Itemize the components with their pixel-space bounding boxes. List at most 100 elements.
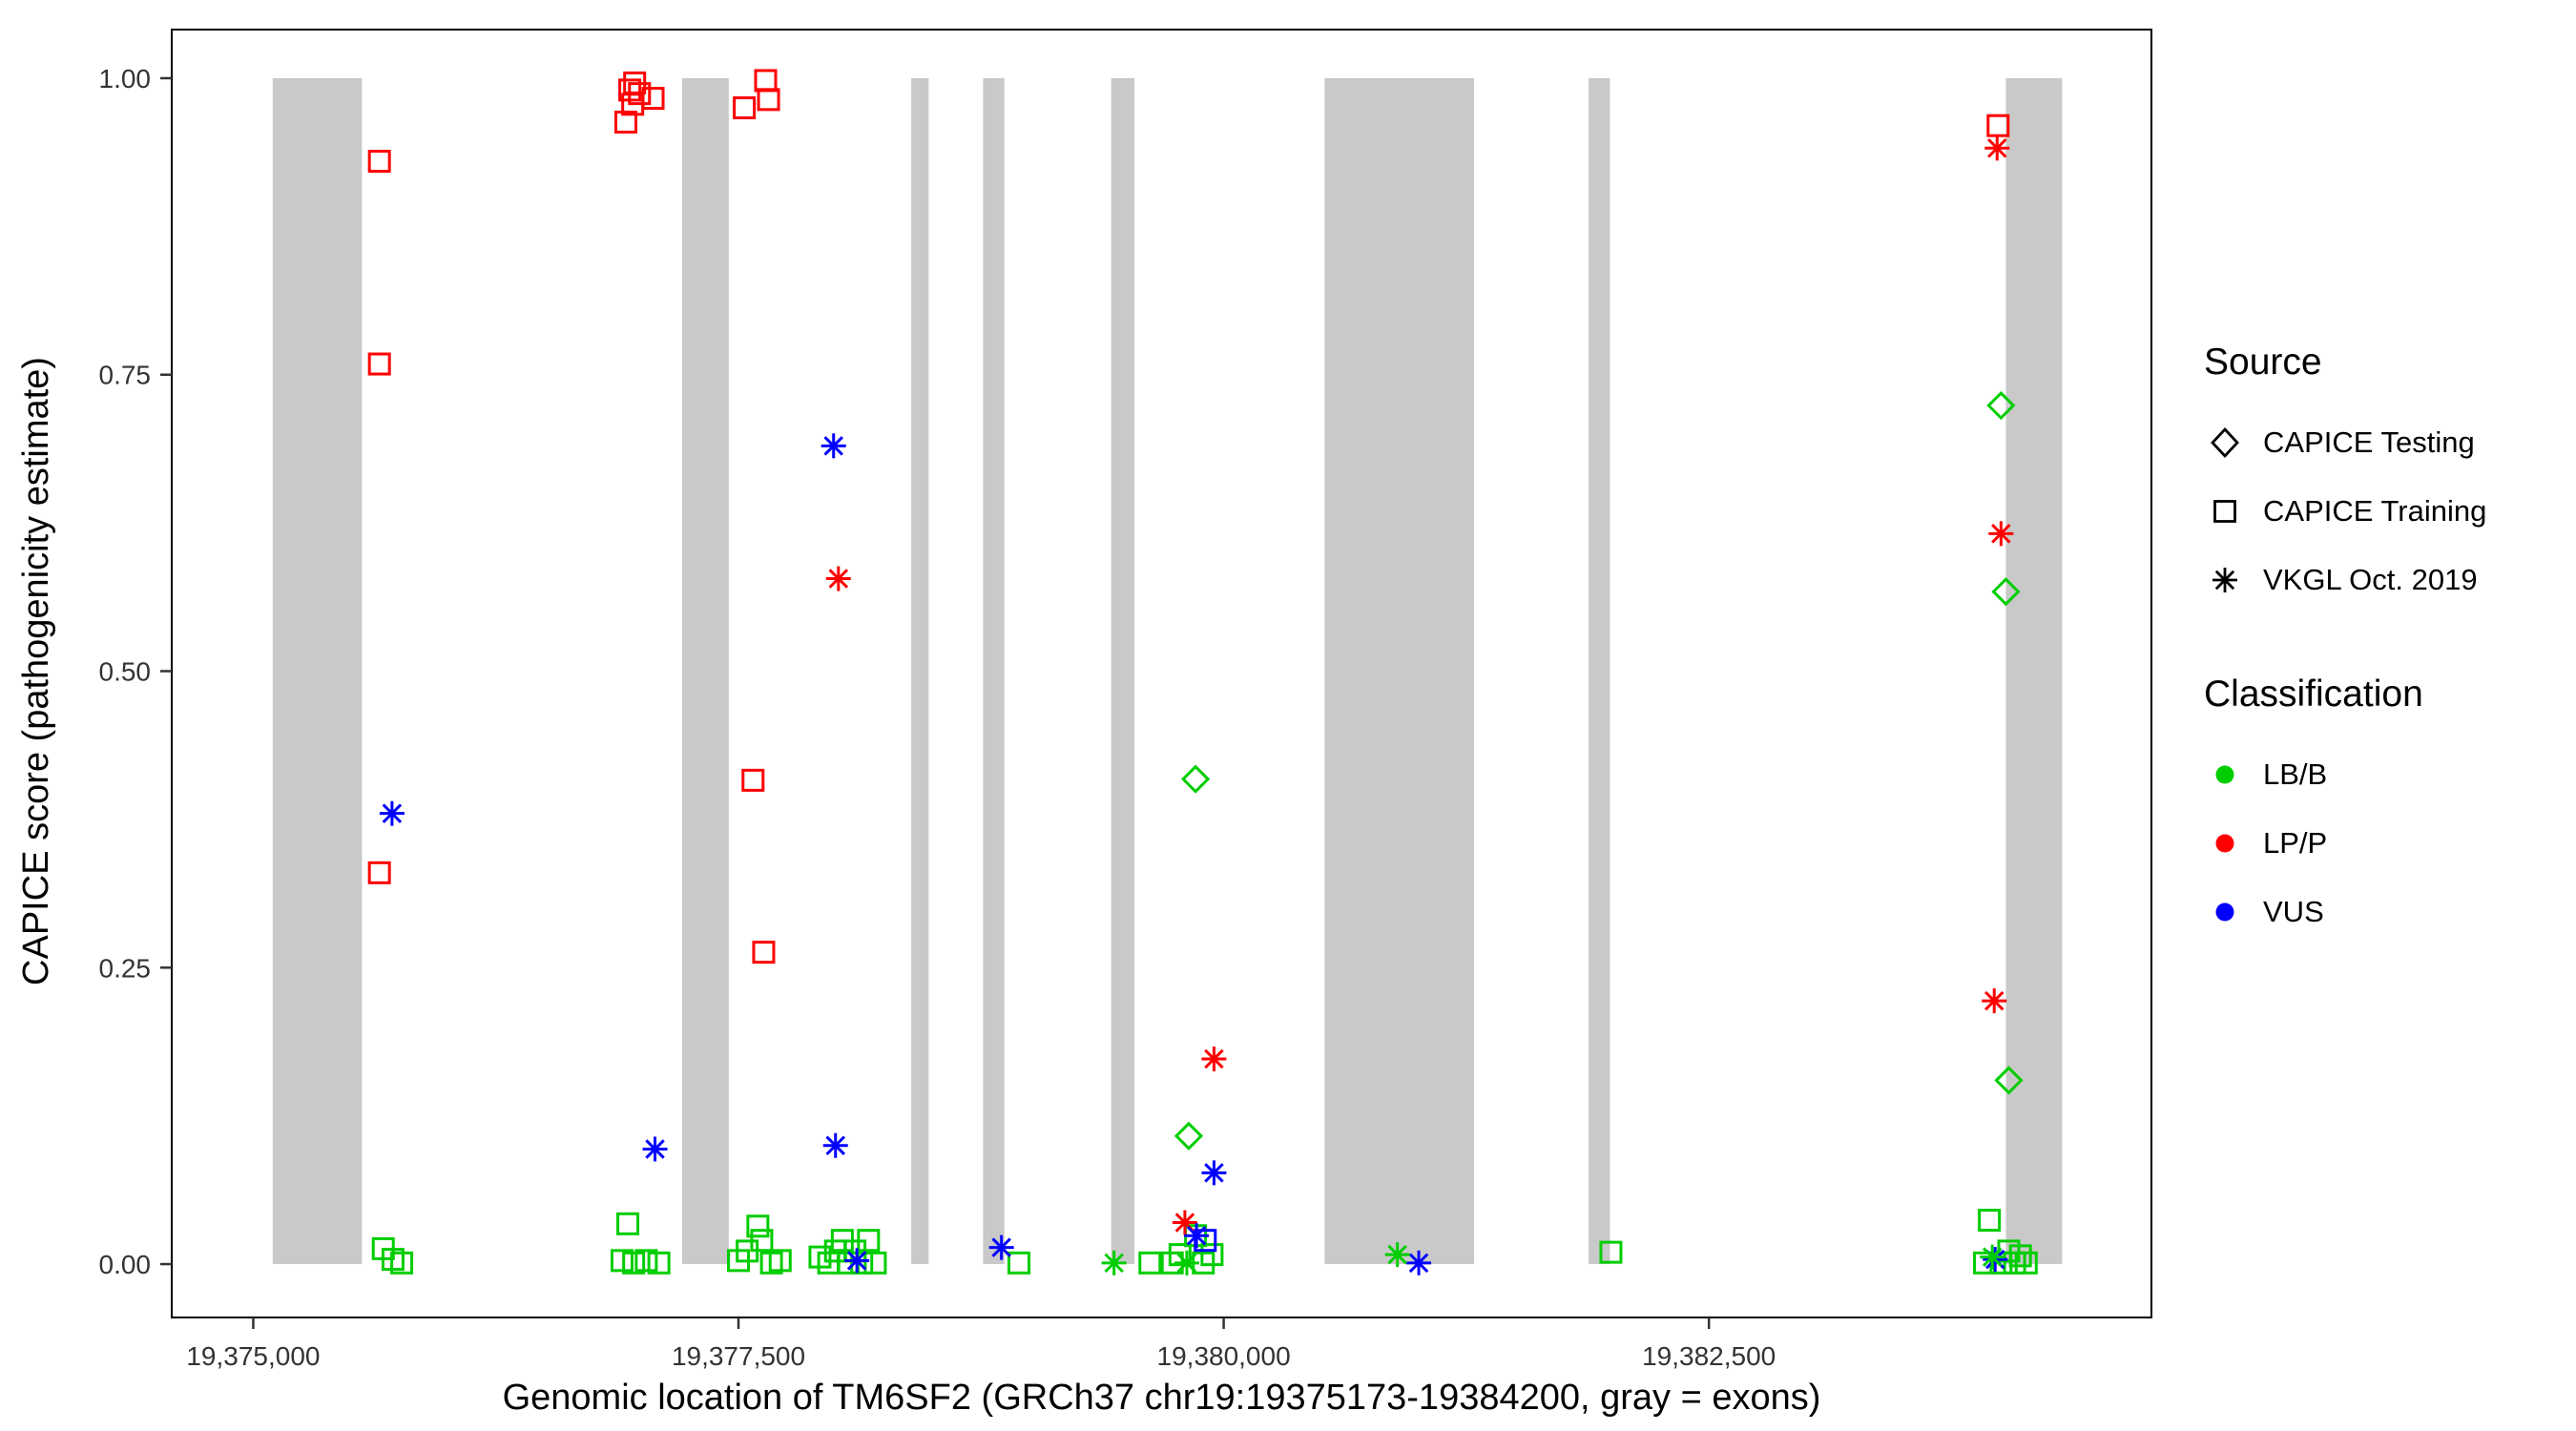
exon-band xyxy=(272,77,363,1265)
data-point-square xyxy=(2014,1251,2038,1275)
exon-band xyxy=(911,77,929,1265)
y-tick-label: 0.25 xyxy=(99,953,152,983)
y-tick-label: 0.75 xyxy=(99,361,152,390)
data-point-asterisk xyxy=(1204,1163,1224,1183)
data-point-square xyxy=(746,1214,770,1238)
square-icon xyxy=(2213,500,2236,523)
data-point-square xyxy=(1138,1251,1162,1275)
exon-band xyxy=(2005,77,2063,1265)
legend-label-capice-training: CAPICE Training xyxy=(2263,494,2487,528)
data-point-square xyxy=(1200,1243,1224,1267)
y-tick-label: 1.00 xyxy=(99,64,152,93)
legend-section-gap xyxy=(2204,614,2566,674)
data-point-asterisk xyxy=(825,1135,845,1156)
data-point-square xyxy=(1007,1251,1030,1275)
legend-label-lpp: LP/P xyxy=(2263,826,2328,860)
data-point-square xyxy=(741,768,765,792)
data-point-diamond xyxy=(1174,1121,1204,1151)
diamond-icon xyxy=(2211,426,2239,459)
asterisk-icon xyxy=(2212,568,2237,592)
data-point-asterisk xyxy=(1984,990,2005,1011)
legend-item-vus: VUS xyxy=(2204,878,2566,946)
data-point-diamond xyxy=(1180,764,1211,794)
blue-circle-icon xyxy=(2215,902,2234,922)
data-point-square xyxy=(647,1251,671,1275)
data-point-diamond xyxy=(1986,390,2016,421)
data-point-square xyxy=(616,1212,640,1235)
y-tick-label: 0.00 xyxy=(99,1250,152,1279)
exon-band xyxy=(983,77,1005,1265)
data-point-square xyxy=(1986,114,2010,137)
data-point-diamond xyxy=(1994,1066,2024,1095)
data-point-asterisk xyxy=(382,803,403,823)
x-tick-label: 19,377,500 xyxy=(672,1341,805,1371)
data-point-asterisk xyxy=(1987,138,2007,158)
data-point-asterisk xyxy=(991,1237,1011,1257)
y-axis-title-wrap: CAPICE score (pathogenicity estimate) xyxy=(6,78,67,1264)
legend: Source CAPICE Testing CAPICE Training xyxy=(2204,342,2566,946)
legend-label-capice-testing: CAPICE Testing xyxy=(2263,425,2475,459)
data-point-asterisk xyxy=(828,569,849,589)
y-tick-label: 0.50 xyxy=(99,657,152,687)
data-point-square xyxy=(752,941,776,964)
data-point-square xyxy=(754,69,778,93)
data-point-square xyxy=(390,1251,414,1275)
data-point-square xyxy=(733,96,757,120)
green-circle-icon xyxy=(2215,765,2234,784)
legend-label-vus: VUS xyxy=(2263,895,2324,928)
y-axis-title: CAPICE score (pathogenicity estimate) xyxy=(15,357,56,985)
legend-item-capice-testing: CAPICE Testing xyxy=(2204,408,2566,477)
data-point-square xyxy=(750,1229,774,1253)
x-axis-title: Genomic location of TM6SF2 (GRCh37 chr19… xyxy=(502,1378,1821,1418)
data-point-square xyxy=(367,352,391,376)
data-point-square xyxy=(757,88,780,112)
exon-band xyxy=(1589,77,1610,1265)
data-point-square xyxy=(1978,1209,2002,1233)
data-point-asterisk xyxy=(1408,1253,1429,1274)
data-point-square xyxy=(850,1251,874,1275)
data-point-square xyxy=(367,149,391,173)
exon-band xyxy=(1111,77,1135,1265)
data-point-square xyxy=(610,1249,634,1273)
legend-label-vkgl: VKGL Oct. 2019 xyxy=(2263,563,2478,596)
legend-item-capice-training: CAPICE Training xyxy=(2204,477,2566,546)
data-point-asterisk xyxy=(1204,1048,1224,1069)
data-point-square xyxy=(622,1251,646,1275)
data-point-asterisk xyxy=(1387,1244,1407,1265)
data-point-asterisk xyxy=(645,1139,665,1159)
data-point-square xyxy=(641,87,665,111)
exon-band xyxy=(1324,77,1475,1265)
x-tick-label: 19,380,000 xyxy=(1157,1341,1291,1371)
data-point-asterisk xyxy=(1991,524,2011,544)
classification-legend-title: Classification xyxy=(2204,674,2423,715)
data-point-asterisk xyxy=(1104,1253,1124,1274)
x-tick-label: 19,375,000 xyxy=(186,1341,320,1371)
exon-band xyxy=(682,77,729,1265)
data-point-square xyxy=(367,861,391,884)
legend-item-vkgl: VKGL Oct. 2019 xyxy=(2204,546,2566,614)
data-point-square xyxy=(2008,1244,2032,1268)
data-point-asterisk xyxy=(1174,1213,1195,1233)
legend-item-lpp: LP/P xyxy=(2204,809,2566,878)
data-point-square xyxy=(2003,1251,2026,1275)
data-point-asterisk xyxy=(846,1251,867,1271)
data-point-square xyxy=(1168,1243,1192,1267)
data-point-square xyxy=(768,1249,792,1273)
data-point-square xyxy=(614,110,638,134)
data-point-diamond xyxy=(1991,577,2021,607)
legend-item-lbb: LB/B xyxy=(2204,740,2566,809)
data-point-square xyxy=(1599,1240,1623,1264)
data-point-asterisk xyxy=(1186,1225,1207,1246)
data-point-square xyxy=(634,1249,658,1273)
data-point-asterisk xyxy=(1176,1253,1197,1274)
data-point-square xyxy=(857,1229,881,1253)
red-circle-icon xyxy=(2215,834,2234,853)
panel-border xyxy=(171,29,2152,1318)
x-tick-label: 19,382,500 xyxy=(1642,1341,1776,1371)
data-point-asterisk xyxy=(823,436,843,456)
legend-label-lbb: LB/B xyxy=(2263,757,2328,791)
data-point-square xyxy=(863,1251,887,1275)
source-legend-title: Source xyxy=(2204,342,2322,383)
